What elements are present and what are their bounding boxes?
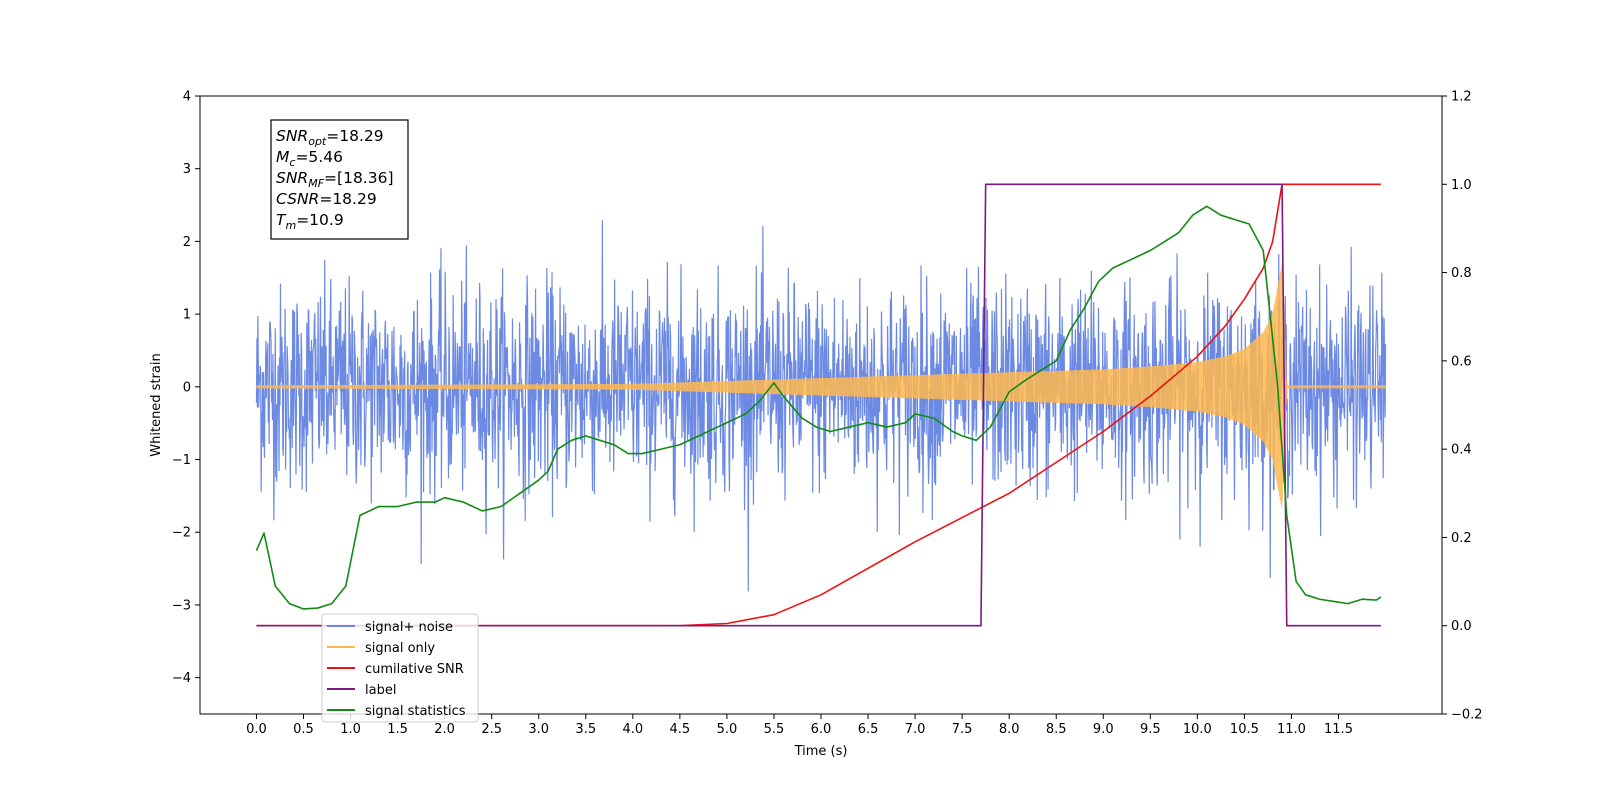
x-tick-label: 9.5: [1140, 722, 1161, 737]
y-right-tick-label: 0.0: [1451, 619, 1472, 634]
y-right-tick-label: 0.6: [1451, 354, 1472, 369]
axis-ticks: 0.0 0.5 1.0 1.5 2.0 2.5 3.0 3.5 4.0 4.5 5.0 5.5 6.0 6…: [172, 90, 1483, 738]
y-tick-label: 4: [183, 90, 191, 105]
y-right-tick-label: 0.2: [1451, 531, 1472, 546]
info-line: SNRMF=[18.36]: [276, 169, 394, 190]
plot-area: [255, 183, 1387, 627]
x-tick-label: 5.0: [717, 722, 738, 737]
x-tick-label: 4.5: [670, 722, 691, 737]
info-line: Mc=5.46: [276, 148, 343, 169]
series-label: [256, 183, 1381, 627]
x-tick-label: 2.0: [434, 722, 455, 737]
x-tick-label: 11.0: [1277, 722, 1306, 737]
info-line: Tm=10.9: [276, 211, 344, 232]
y-tick-label: −1: [172, 453, 191, 468]
x-tick-label: 0.0: [246, 722, 267, 737]
y-tick-label: 2: [183, 235, 191, 250]
info-box-frame: [270, 119, 409, 240]
y-tick-label: −4: [172, 671, 191, 686]
x-tick-label: 1.0: [340, 722, 361, 737]
info-box: SNRopt=18.29Mc=5.46SNRMF=[18.36]CSNR=18.…: [270, 119, 409, 240]
x-tick-label: 3.5: [575, 722, 596, 737]
y-tick-label: 1: [183, 308, 191, 323]
x-tick-label: 6.5: [858, 722, 879, 737]
y-right-tick-label: 0.4: [1451, 443, 1472, 458]
legend-label: cumilative SNR: [365, 662, 464, 677]
y-right-tick-label: 0.8: [1451, 266, 1472, 281]
legend-label: signal+ noise: [365, 620, 453, 635]
x-tick-label: 7.0: [905, 722, 926, 737]
x-tick-label: 5.5: [764, 722, 785, 737]
x-tick-label: 4.0: [622, 722, 643, 737]
legend-label: signal only: [365, 641, 435, 656]
x-tick-label: 3.0: [528, 722, 549, 737]
x-tick-label: 6.0: [811, 722, 832, 737]
y-tick-label: −2: [172, 526, 191, 541]
info-line: SNRopt=18.29: [276, 127, 384, 148]
x-tick-label: 0.5: [293, 722, 314, 737]
info-line: CSNR=18.29: [276, 190, 377, 208]
y-right-tick-label: −0.2: [1451, 708, 1483, 723]
x-tick-label: 10.5: [1230, 722, 1259, 737]
x-tick-label: 9.0: [1093, 722, 1114, 737]
y-axis-label: Whitened strain: [149, 353, 164, 456]
x-tick-label: 11.5: [1324, 722, 1353, 737]
series-signal-only: [255, 263, 1387, 509]
x-tick-label: 8.5: [1046, 722, 1067, 737]
y-tick-label: −3: [172, 598, 191, 613]
legend-frame: [321, 613, 479, 723]
x-tick-label: 10.0: [1183, 722, 1212, 737]
y-tick-label: 3: [183, 162, 191, 177]
legend-label: label: [365, 683, 396, 698]
y-right-tick-label: 1.2: [1451, 90, 1472, 105]
y-right-tick-label: 1.0: [1451, 178, 1472, 193]
x-axis-label: Time (s): [794, 744, 848, 759]
legend: signal+ noise signal only cumilative SNR la…: [321, 613, 479, 723]
series-cumilative-snr: [256, 183, 1381, 627]
legend-label: signal statistics: [365, 704, 466, 719]
x-tick-label: 7.5: [952, 722, 973, 737]
x-tick-label: 8.0: [999, 722, 1020, 737]
x-tick-label: 2.5: [481, 722, 502, 737]
x-tick-label: 1.5: [387, 722, 408, 737]
series-signal-statistics: [255, 205, 1382, 610]
y-tick-label: 0: [183, 380, 191, 395]
